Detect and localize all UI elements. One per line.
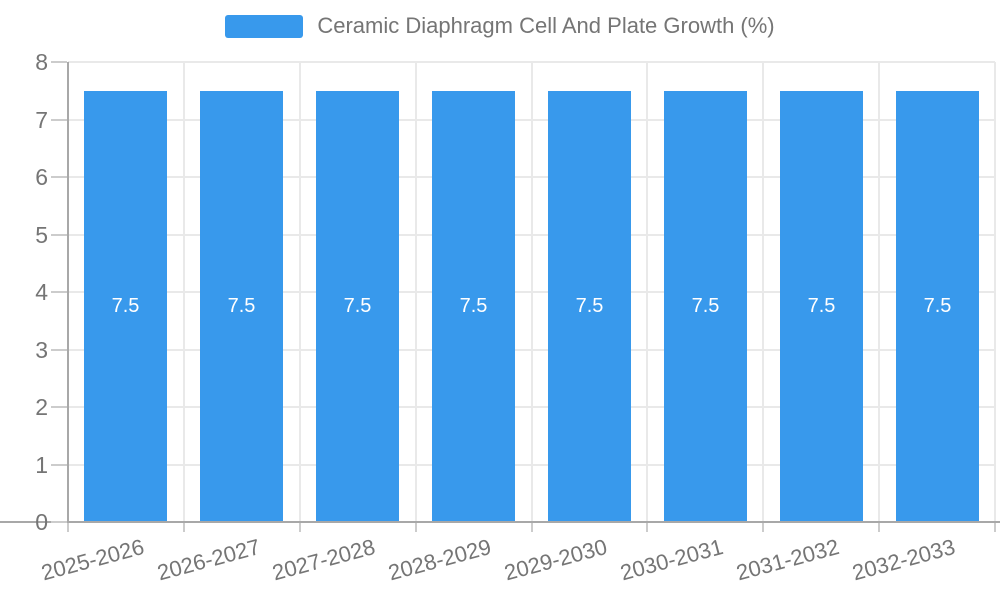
y-axis-line <box>67 62 69 523</box>
y-axis-label: 5 <box>35 221 48 248</box>
y-axis-tick <box>51 406 67 408</box>
x-axis-line <box>0 521 1000 523</box>
x-axis-tick <box>530 523 533 532</box>
bar-value-label: 7.5 <box>227 294 256 317</box>
bar: 7.5 <box>548 90 631 522</box>
legend-label[interactable]: Ceramic Diaphragm Cell And Plate Growth … <box>317 13 775 38</box>
y-axis-tick <box>51 348 67 351</box>
gridline-vertical <box>646 62 649 522</box>
y-axis-label: 3 <box>35 336 48 363</box>
x-axis-label: 2027-2028 <box>270 534 379 586</box>
y-axis-tick <box>51 61 67 63</box>
bar: 7.5 <box>84 90 167 522</box>
y-axis-label: 4 <box>35 279 48 305</box>
y-axis-tick <box>51 118 67 121</box>
bar: 7.5 <box>316 90 399 522</box>
y-axis-label: 2 <box>35 394 48 420</box>
bar: 7.5 <box>780 90 863 522</box>
x-axis-tick <box>994 523 996 532</box>
bar-value-label: 7.5 <box>343 294 372 317</box>
y-axis-label: 8 <box>35 49 48 75</box>
x-axis-tick <box>298 523 301 532</box>
gridline-vertical <box>298 62 301 522</box>
y-axis-tick <box>51 521 67 523</box>
bar: 7.5 <box>432 90 515 522</box>
gridline-vertical <box>530 62 533 522</box>
x-axis-tick <box>878 523 881 532</box>
y-axis-tick <box>51 291 67 293</box>
bar-value-label: 7.5 <box>111 294 140 317</box>
x-axis-tick <box>762 523 765 532</box>
bar-value-label: 7.5 <box>923 294 952 317</box>
bar-value-label: 7.5 <box>459 294 488 317</box>
bar-value-label: 7.5 <box>575 294 604 317</box>
y-axis-tick <box>51 176 67 178</box>
x-axis-label: 2031-2032 <box>733 534 842 586</box>
gridline-vertical <box>878 62 881 522</box>
x-axis-label: 2030-2031 <box>617 534 726 586</box>
gridline-vertical <box>762 62 765 522</box>
y-axis-label: 1 <box>35 451 48 478</box>
x-axis-tick <box>646 523 649 532</box>
bar: 7.5 <box>664 90 747 522</box>
x-axis-label: 2029-2030 <box>501 534 610 586</box>
y-axis-tick <box>51 233 67 236</box>
x-axis-label: 2032-2033 <box>849 534 958 586</box>
bar: 7.5 <box>200 90 283 522</box>
x-axis-tick <box>67 523 69 532</box>
x-axis-tick <box>182 523 185 532</box>
bar: 7.5 <box>896 90 979 522</box>
chart-legend[interactable]: Ceramic Diaphragm Cell And Plate Growth … <box>0 13 1000 39</box>
x-axis-label: 2026-2027 <box>154 534 263 586</box>
bar-value-label: 7.5 <box>691 294 720 317</box>
y-axis-label: 0 <box>35 509 48 535</box>
y-axis-label: 6 <box>35 164 48 190</box>
legend-swatch[interactable] <box>225 14 304 38</box>
gridline-vertical <box>182 62 185 522</box>
bar-value-label: 7.5 <box>807 294 836 317</box>
x-axis-label: 2025-2026 <box>38 534 147 586</box>
x-axis-label: 2028-2029 <box>385 534 495 586</box>
x-axis-tick <box>414 523 417 532</box>
y-axis-tick <box>51 463 67 466</box>
y-axis-label: 7 <box>35 106 48 133</box>
gridline-vertical <box>414 62 417 522</box>
gridline-vertical <box>994 62 996 522</box>
